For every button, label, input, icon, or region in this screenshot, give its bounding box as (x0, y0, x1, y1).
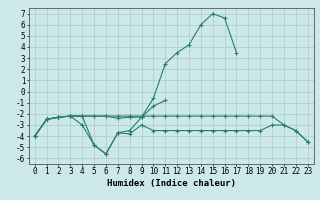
X-axis label: Humidex (Indice chaleur): Humidex (Indice chaleur) (107, 179, 236, 188)
